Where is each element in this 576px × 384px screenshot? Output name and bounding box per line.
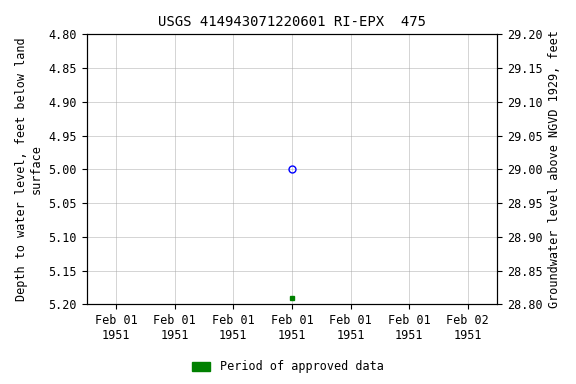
Y-axis label: Groundwater level above NGVD 1929, feet: Groundwater level above NGVD 1929, feet [548,30,561,308]
Title: USGS 414943071220601 RI-EPX  475: USGS 414943071220601 RI-EPX 475 [158,15,426,29]
Y-axis label: Depth to water level, feet below land
surface: Depth to water level, feet below land su… [15,38,43,301]
Legend: Period of approved data: Period of approved data [188,356,388,378]
